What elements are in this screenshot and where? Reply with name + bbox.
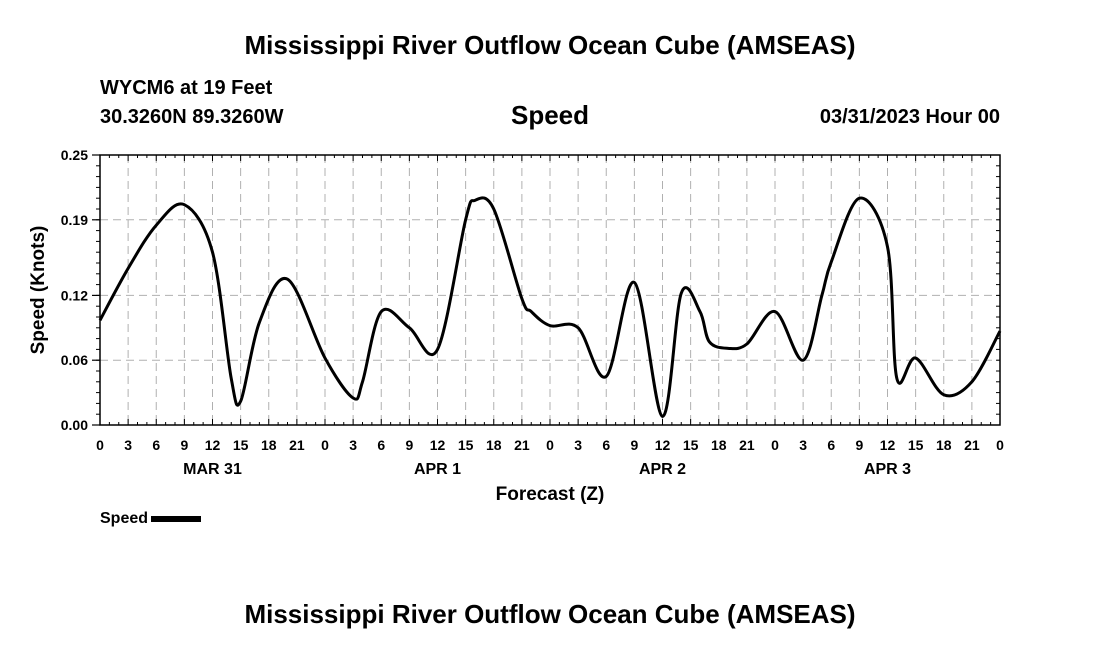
x-tick-label: 9 bbox=[405, 437, 413, 453]
x-tick-label: 12 bbox=[430, 437, 446, 453]
x-tick-label: 15 bbox=[908, 437, 924, 453]
station-label: WYCM6 at 19 Feet bbox=[100, 77, 273, 99]
x-tick-label: 12 bbox=[205, 437, 221, 453]
speed-series-line bbox=[98, 196, 1002, 418]
x-tick-label: 6 bbox=[152, 437, 160, 453]
x-tick-label: 21 bbox=[964, 437, 980, 453]
y-tick-label: 0.00 bbox=[61, 417, 88, 433]
page-title: Mississippi River Outflow Ocean Cube (AM… bbox=[244, 30, 856, 60]
y-tick-label: 0.25 bbox=[61, 147, 88, 163]
x-tick-label: 6 bbox=[827, 437, 835, 453]
x-tick-label: 3 bbox=[799, 437, 807, 453]
x-tick-label: 3 bbox=[574, 437, 582, 453]
x-tick-label: 18 bbox=[711, 437, 727, 453]
x-tick-label: 9 bbox=[180, 437, 188, 453]
x-tick-label: 0 bbox=[96, 437, 104, 453]
x-tick-label: 0 bbox=[771, 437, 779, 453]
x-tick-label: 15 bbox=[233, 437, 249, 453]
x-tick-label: 0 bbox=[996, 437, 1004, 453]
x-tick-label: 6 bbox=[602, 437, 610, 453]
y-tick-label: 0.06 bbox=[61, 352, 88, 368]
x-tick-label: 12 bbox=[880, 437, 896, 453]
x-tick-label: 0 bbox=[546, 437, 554, 453]
timestamp-label: 03/31/2023 Hour 00 bbox=[819, 106, 1000, 128]
x-tick-label: 21 bbox=[739, 437, 755, 453]
y-axis-label: Speed (Knots) bbox=[28, 226, 49, 355]
x-day-label: MAR 31 bbox=[183, 461, 242, 478]
x-tick-label: 15 bbox=[683, 437, 699, 453]
y-tick-label: 0.12 bbox=[61, 287, 88, 303]
x-tick-label: 15 bbox=[458, 437, 474, 453]
x-tick-label: 6 bbox=[377, 437, 385, 453]
x-tick-label: 18 bbox=[936, 437, 952, 453]
x-axis-label: Forecast (Z) bbox=[496, 484, 605, 505]
x-tick-label: 3 bbox=[124, 437, 132, 453]
page-title-bottom: Mississippi River Outflow Ocean Cube (AM… bbox=[244, 599, 856, 629]
legend-label: Speed bbox=[100, 510, 149, 527]
x-tick-label: 9 bbox=[855, 437, 863, 453]
speed-chart: 0.00 0.06 0.12 0.19 0.25 0 3 6 9 12 15 18 21 0 3 6 9 12 15… bbox=[28, 147, 1004, 505]
coordinates-label: 30.3260N 89.3260W bbox=[100, 106, 284, 128]
x-tick-label: 3 bbox=[349, 437, 357, 453]
legend-line-swatch bbox=[151, 515, 202, 522]
x-day-label: APR 3 bbox=[864, 461, 911, 478]
x-tick-label: 18 bbox=[486, 437, 502, 453]
legend: Speed bbox=[100, 510, 202, 528]
x-tick-label: 21 bbox=[514, 437, 530, 453]
x-tick-label: 12 bbox=[655, 437, 671, 453]
x-tick-label: 21 bbox=[289, 437, 305, 453]
x-tick-label: 18 bbox=[261, 437, 277, 453]
x-tick-label: 0 bbox=[321, 437, 329, 453]
x-day-label: APR 2 bbox=[639, 461, 686, 478]
x-tick-label: 9 bbox=[630, 437, 638, 453]
x-day-label: APR 1 bbox=[414, 461, 461, 478]
y-tick-label: 0.19 bbox=[61, 212, 88, 228]
chart-title: Speed bbox=[510, 100, 590, 130]
